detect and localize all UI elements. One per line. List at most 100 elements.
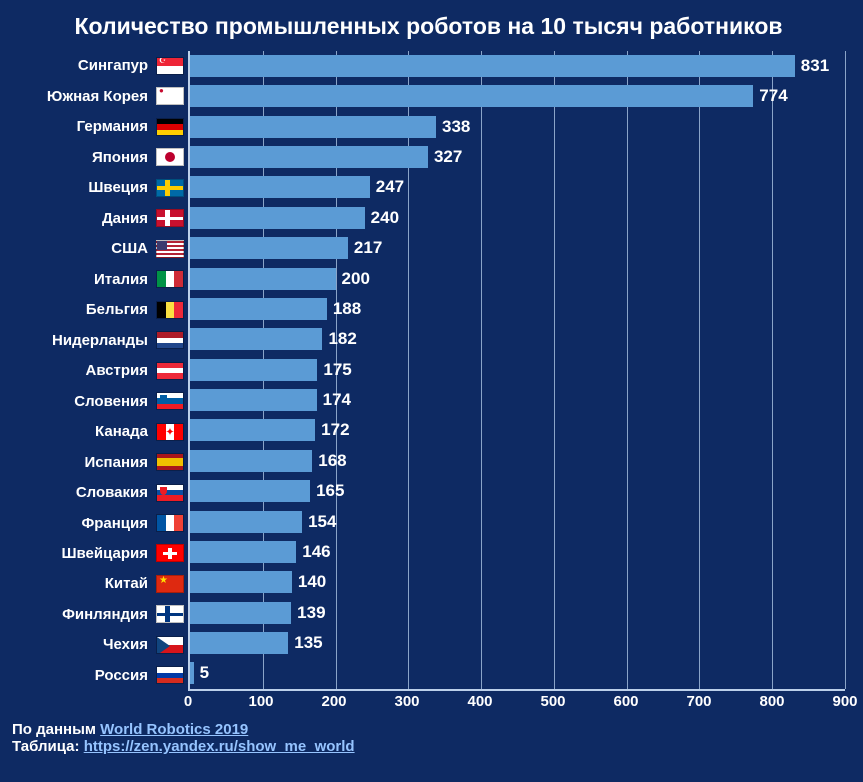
country-label: Южная Корея [12,88,148,105]
bar [190,480,310,502]
bar [190,268,336,290]
value-label: 217 [354,238,382,258]
country-label: Швеция [12,179,148,196]
flag-icon [156,301,184,319]
x-tick-label: 500 [540,693,565,710]
bar [190,207,365,229]
x-tick-label: 700 [686,693,711,710]
source-line: По данным World Robotics 2019 [12,721,845,738]
country-label: Словакия [12,484,148,501]
bar-row: 175 [190,359,845,381]
x-tick-label: 100 [248,693,273,710]
gridline [845,51,846,689]
bar-row: 5 [190,662,845,684]
value-label: 831 [801,56,829,76]
value-label: 168 [318,451,346,471]
flag-icon [156,514,184,532]
bar-row: 165 [190,480,845,502]
table-link[interactable]: https://zen.yandex.ru/show_me_world [84,738,355,755]
plot-area: СингапурЮжная КореяГерманияЯпонияШвецияД… [12,51,845,691]
flag-icon [156,209,184,227]
chart-title: Количество промышленных роботов на 10 ты… [12,12,845,51]
y-axis-labels: СингапурЮжная КореяГерманияЯпонияШвецияД… [12,51,152,691]
bar [190,55,795,77]
bar [190,602,291,624]
bar-row: 217 [190,237,845,259]
country-label: Швейцария [12,545,148,562]
value-label: 135 [294,633,322,653]
flag-icon [156,148,184,166]
value-label: 182 [328,329,356,349]
bar [190,116,436,138]
flag-icon: ☪ [156,57,184,75]
bar [190,146,428,168]
value-label: 327 [434,147,462,167]
country-label: Нидерланды [12,332,148,349]
country-label: Австрия [12,362,148,379]
flag-icon [156,666,184,684]
value-label: 165 [316,481,344,501]
bar [190,359,317,381]
flag-icon: ● [156,87,184,105]
footer: По данным World Robotics 2019 Таблица: h… [12,721,845,755]
flag-icon [156,240,184,258]
bar [190,662,194,684]
bar-row: 774 [190,85,845,107]
country-label: Сингапур [12,57,148,74]
value-label: 172 [321,420,349,440]
bar-row: 139 [190,602,845,624]
flags-column: ☪ ● ✦ ★ [152,51,188,691]
bar-row: 831 [190,55,845,77]
country-label: Бельгия [12,301,148,318]
source-link[interactable]: World Robotics 2019 [100,721,248,738]
bar-row: 188 [190,298,845,320]
country-label: Испания [12,454,148,471]
country-label: Канада [12,423,148,440]
value-label: 140 [298,572,326,592]
value-label: 139 [297,603,325,623]
flag-icon [156,270,184,288]
flag-icon [156,484,184,502]
value-label: 146 [302,542,330,562]
country-label: Япония [12,149,148,166]
bar [190,328,322,350]
bar [190,237,348,259]
x-tick-label: 400 [467,693,492,710]
x-tick-label: 300 [394,693,419,710]
flag-icon: ✦ [156,423,184,441]
bar-row: 135 [190,632,845,654]
flag-icon [156,362,184,380]
bar-row: 247 [190,176,845,198]
value-label: 175 [323,360,351,380]
bar [190,419,315,441]
x-tick-label: 0 [184,693,192,710]
x-tick-label: 900 [832,693,857,710]
flag-icon: ★ [156,575,184,593]
country-label: Италия [12,271,148,288]
country-label: Чехия [12,636,148,653]
x-axis: 0100200300400500600700800900 [188,691,845,719]
value-label: 5 [200,663,209,683]
flag-icon [156,331,184,349]
country-label: Китай [12,575,148,592]
bar-row: 327 [190,146,845,168]
bar-row: 168 [190,450,845,472]
bar [190,85,753,107]
country-label: Франция [12,515,148,532]
chart-container: Количество промышленных роботов на 10 ты… [0,0,863,782]
bar-row: 200 [190,268,845,290]
flag-icon [156,636,184,654]
bars: 8317743383272472402172001881821751741721… [190,51,845,689]
table-line: Таблица: https://zen.yandex.ru/show_me_w… [12,738,845,755]
bar [190,176,370,198]
value-label: 247 [376,177,404,197]
x-tick-label: 200 [321,693,346,710]
bar [190,541,296,563]
value-label: 774 [759,86,787,106]
country-label: Дания [12,210,148,227]
value-label: 174 [323,390,351,410]
x-tick-label: 600 [613,693,638,710]
bar [190,571,292,593]
bar-row: 338 [190,116,845,138]
bar-row: 140 [190,571,845,593]
